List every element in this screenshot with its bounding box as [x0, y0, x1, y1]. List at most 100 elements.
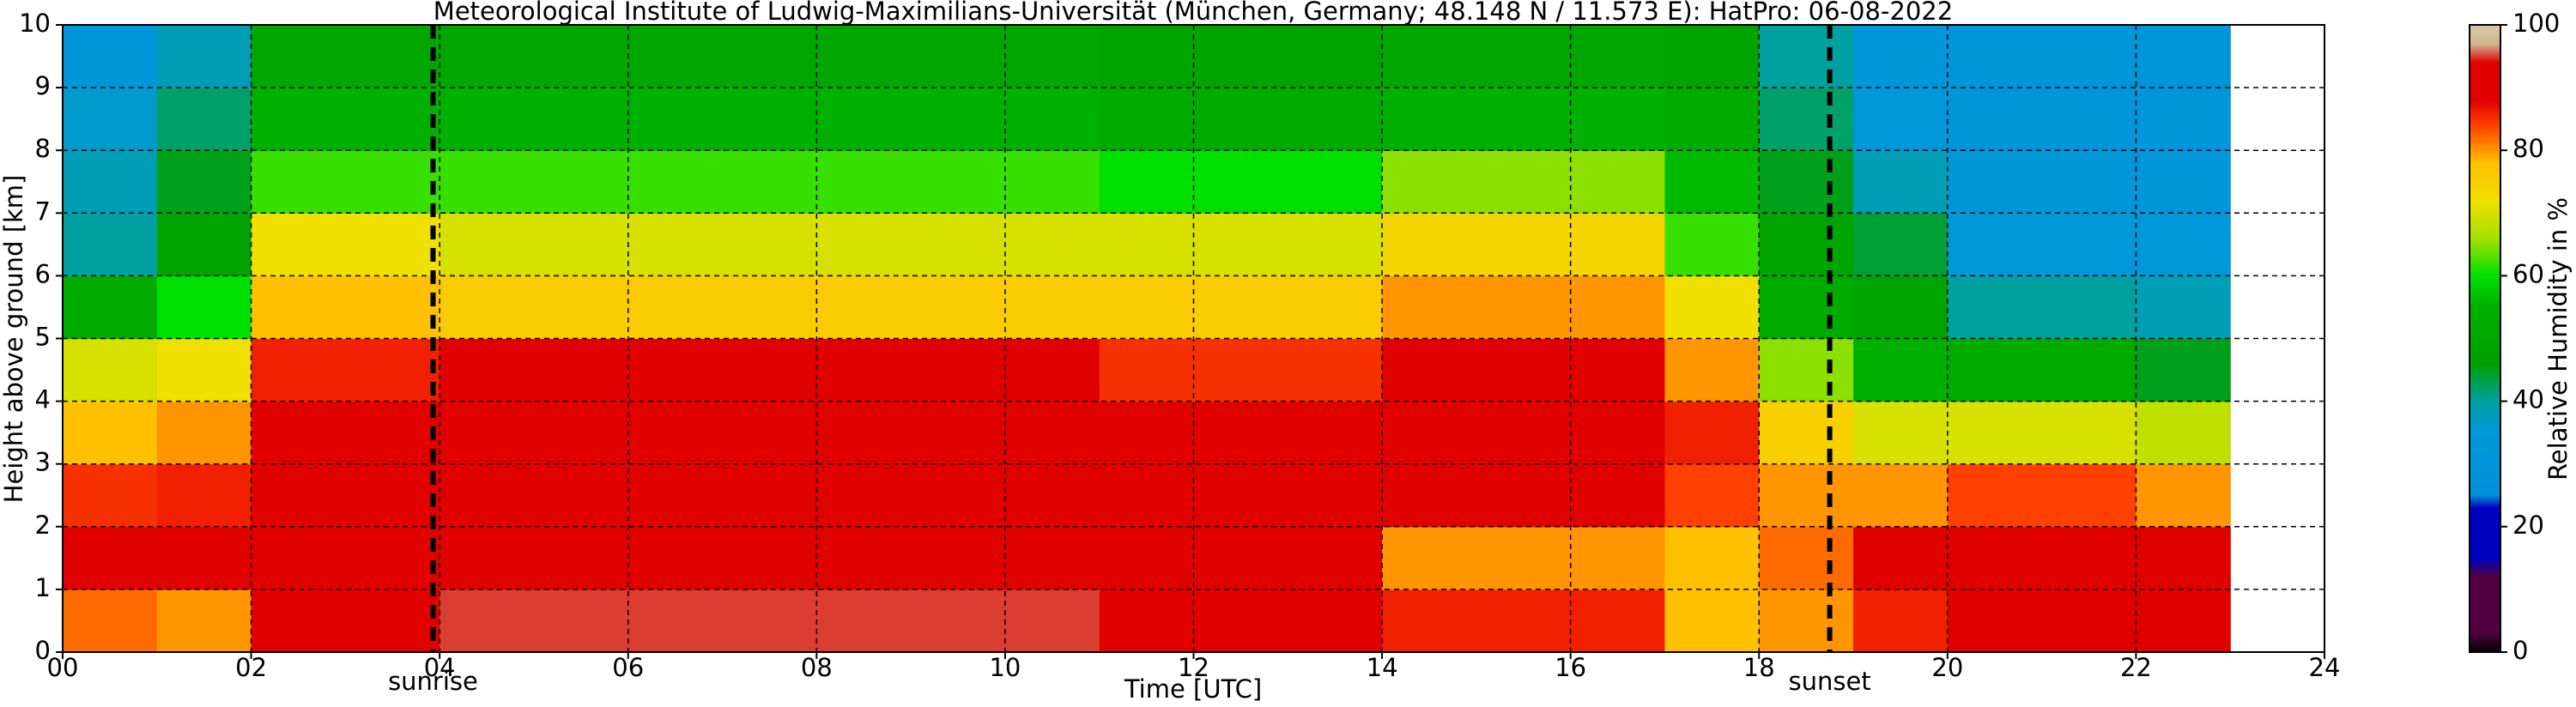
- heatmap-cell: [816, 88, 912, 151]
- heatmap-cell: [156, 213, 252, 276]
- heatmap-cell: [439, 275, 535, 340]
- heatmap-cell: [345, 401, 440, 465]
- colorbar-label: Relative Humidity in %: [2543, 197, 2573, 480]
- heatmap-cell: [533, 463, 629, 528]
- heatmap-cell: [722, 150, 817, 214]
- heatmap-cell: [1193, 150, 1288, 214]
- heatmap-cell: [1099, 589, 1195, 653]
- heatmap-cell: [2041, 401, 2137, 465]
- heatmap-cell: [1099, 526, 1195, 590]
- heatmap-cell: [1099, 88, 1195, 151]
- heatmap-cell: [1099, 463, 1195, 528]
- y-tick-label: 1: [35, 573, 51, 602]
- heatmap-cell: [251, 338, 346, 402]
- heatmap-cell: [63, 25, 158, 88]
- colorbar-tick-label: 0: [2512, 636, 2528, 665]
- y-tick-label: 5: [35, 323, 51, 352]
- heatmap-cell: [2041, 463, 2137, 528]
- heatmap-cell: [1193, 213, 1288, 276]
- heatmap-cell: [345, 213, 440, 276]
- heatmap-cell: [1193, 589, 1288, 653]
- heatmap-cell: [1099, 401, 1195, 465]
- heatmap-cell: [1193, 25, 1288, 88]
- heatmap-cell: [63, 213, 158, 276]
- heatmap-cell: [1947, 589, 2043, 653]
- heatmap-cell: [2041, 338, 2137, 402]
- heatmap-cell: [1759, 213, 1854, 276]
- heatmap-cell: [1664, 275, 1760, 340]
- heatmap-cell: [2136, 88, 2231, 151]
- heatmap-cell: [1947, 213, 2043, 276]
- heatmap-cell: [911, 150, 1006, 214]
- chart-title: Meteorological Institute of Ludwig-Maxim…: [433, 0, 1953, 26]
- heatmap-cell: [722, 275, 817, 340]
- heatmap-cell: [1193, 338, 1288, 402]
- heatmap-cell: [1288, 463, 1383, 528]
- y-tick-label: 2: [35, 511, 51, 540]
- x-tick-label: 18: [1743, 653, 1775, 682]
- heatmap-cell: [1004, 213, 1100, 276]
- colorbar-tick-label: 100: [2512, 9, 2560, 38]
- heatmap-cell: [1004, 150, 1100, 214]
- heatmap-cell: [722, 213, 817, 276]
- heatmap-cell: [439, 213, 535, 276]
- heatmap-cell: [722, 463, 817, 528]
- heatmap-cell: [1288, 150, 1383, 214]
- heatmap-cell: [345, 526, 440, 590]
- heatmap-cell: [627, 88, 724, 151]
- heatmap-cell: [2136, 275, 2231, 340]
- heatmap-cell: [1193, 463, 1288, 528]
- heatmap-cell: [1664, 338, 1760, 402]
- heatmap-cell: [1570, 213, 1666, 276]
- heatmap-cell: [911, 213, 1006, 276]
- heatmap-cell: [1476, 338, 1572, 402]
- heatmap-cell: [1476, 526, 1572, 590]
- heatmap-cell: [1476, 401, 1572, 465]
- heatmap-cell: [345, 88, 440, 151]
- heatmap-cell: [816, 25, 912, 88]
- heatmap-cell: [2136, 526, 2231, 590]
- heatmap-cell: [533, 275, 629, 340]
- x-tick-label: 02: [235, 653, 267, 682]
- heatmap-cell: [911, 401, 1006, 465]
- heatmap-cell: [251, 88, 346, 151]
- heatmap-cell: [816, 275, 912, 340]
- heatmap-cell: [1382, 401, 1477, 465]
- heatmap-cell: [1947, 88, 2043, 151]
- heatmap-cell: [1382, 338, 1477, 402]
- heatmap-cell: [911, 338, 1006, 402]
- heatmap-cell: [156, 463, 252, 528]
- heatmap-cell: [63, 401, 158, 465]
- heatmap-cell: [627, 338, 724, 402]
- heatmap-cell: [345, 275, 440, 340]
- heatmap-cell: [1099, 275, 1195, 340]
- heatmap-cell: [1570, 150, 1666, 214]
- heatmap-cell: [1853, 88, 1949, 151]
- heatmap-cell: [1382, 213, 1477, 276]
- heatmap-cell: [1476, 150, 1572, 214]
- heatmap-cell: [1288, 338, 1383, 402]
- heatmap-cell: [439, 338, 535, 402]
- x-tick-label: 24: [2309, 653, 2341, 682]
- heatmap-cell: [816, 338, 912, 402]
- heatmap-cell: [63, 275, 158, 340]
- plot-frame: [62, 24, 2325, 653]
- heatmap-cell: [63, 526, 158, 590]
- heatmap-cell: [251, 275, 346, 340]
- heatmap-cell: [1570, 526, 1666, 590]
- heatmap-cell: [1947, 150, 2043, 214]
- heatmap-cell: [911, 88, 1006, 151]
- heatmap-cell: [1570, 25, 1666, 88]
- heatmap-cell: [345, 463, 440, 528]
- heatmap-cell: [1759, 401, 1854, 465]
- heatmap-cell: [1288, 25, 1383, 88]
- heatmap-cell: [345, 338, 440, 402]
- x-tick-label: 22: [2120, 653, 2152, 682]
- heatmap-cell: [1099, 25, 1195, 88]
- heatmap-cell: [1664, 463, 1760, 528]
- heatmap-cell: [1664, 401, 1760, 465]
- heatmap-cell: [63, 150, 158, 214]
- heatmap-cell: [1570, 463, 1666, 528]
- heatmap-cell: [63, 589, 158, 653]
- heatmap-cell: [1476, 275, 1572, 340]
